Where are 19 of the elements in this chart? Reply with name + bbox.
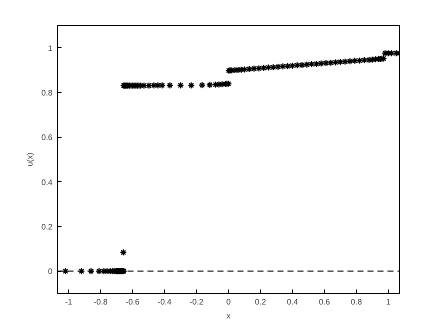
x-tick-label: 1 — [386, 298, 392, 306]
x-tick-label: -0.8 — [94, 298, 108, 306]
x-tick-label: 0.4 — [286, 298, 299, 306]
x-tick-label: 0.8 — [350, 298, 362, 306]
y-tick-label: 0.4 — [41, 178, 54, 187]
y-tick-label: 0.8 — [41, 88, 54, 98]
x-tick-label: -0.2 — [190, 298, 204, 306]
y-tick-label: 0.6 — [41, 133, 54, 142]
x-tick-label: 0 — [226, 298, 232, 306]
y-tick-label: 1 — [48, 44, 54, 53]
x-tick-label: 0.2 — [254, 298, 267, 306]
x-tick-label: 0.6 — [318, 298, 330, 306]
y-axis-title: u(x) — [25, 152, 34, 166]
y-tick-label: 0 — [48, 267, 54, 276]
x-tick-label: -0.4 — [158, 298, 172, 306]
x-axis-title: x — [226, 312, 230, 320]
x-tick-label: -1 — [65, 298, 73, 306]
x-tick-label: -0.6 — [126, 298, 140, 306]
y-tick-label: 0.2 — [41, 222, 54, 232]
